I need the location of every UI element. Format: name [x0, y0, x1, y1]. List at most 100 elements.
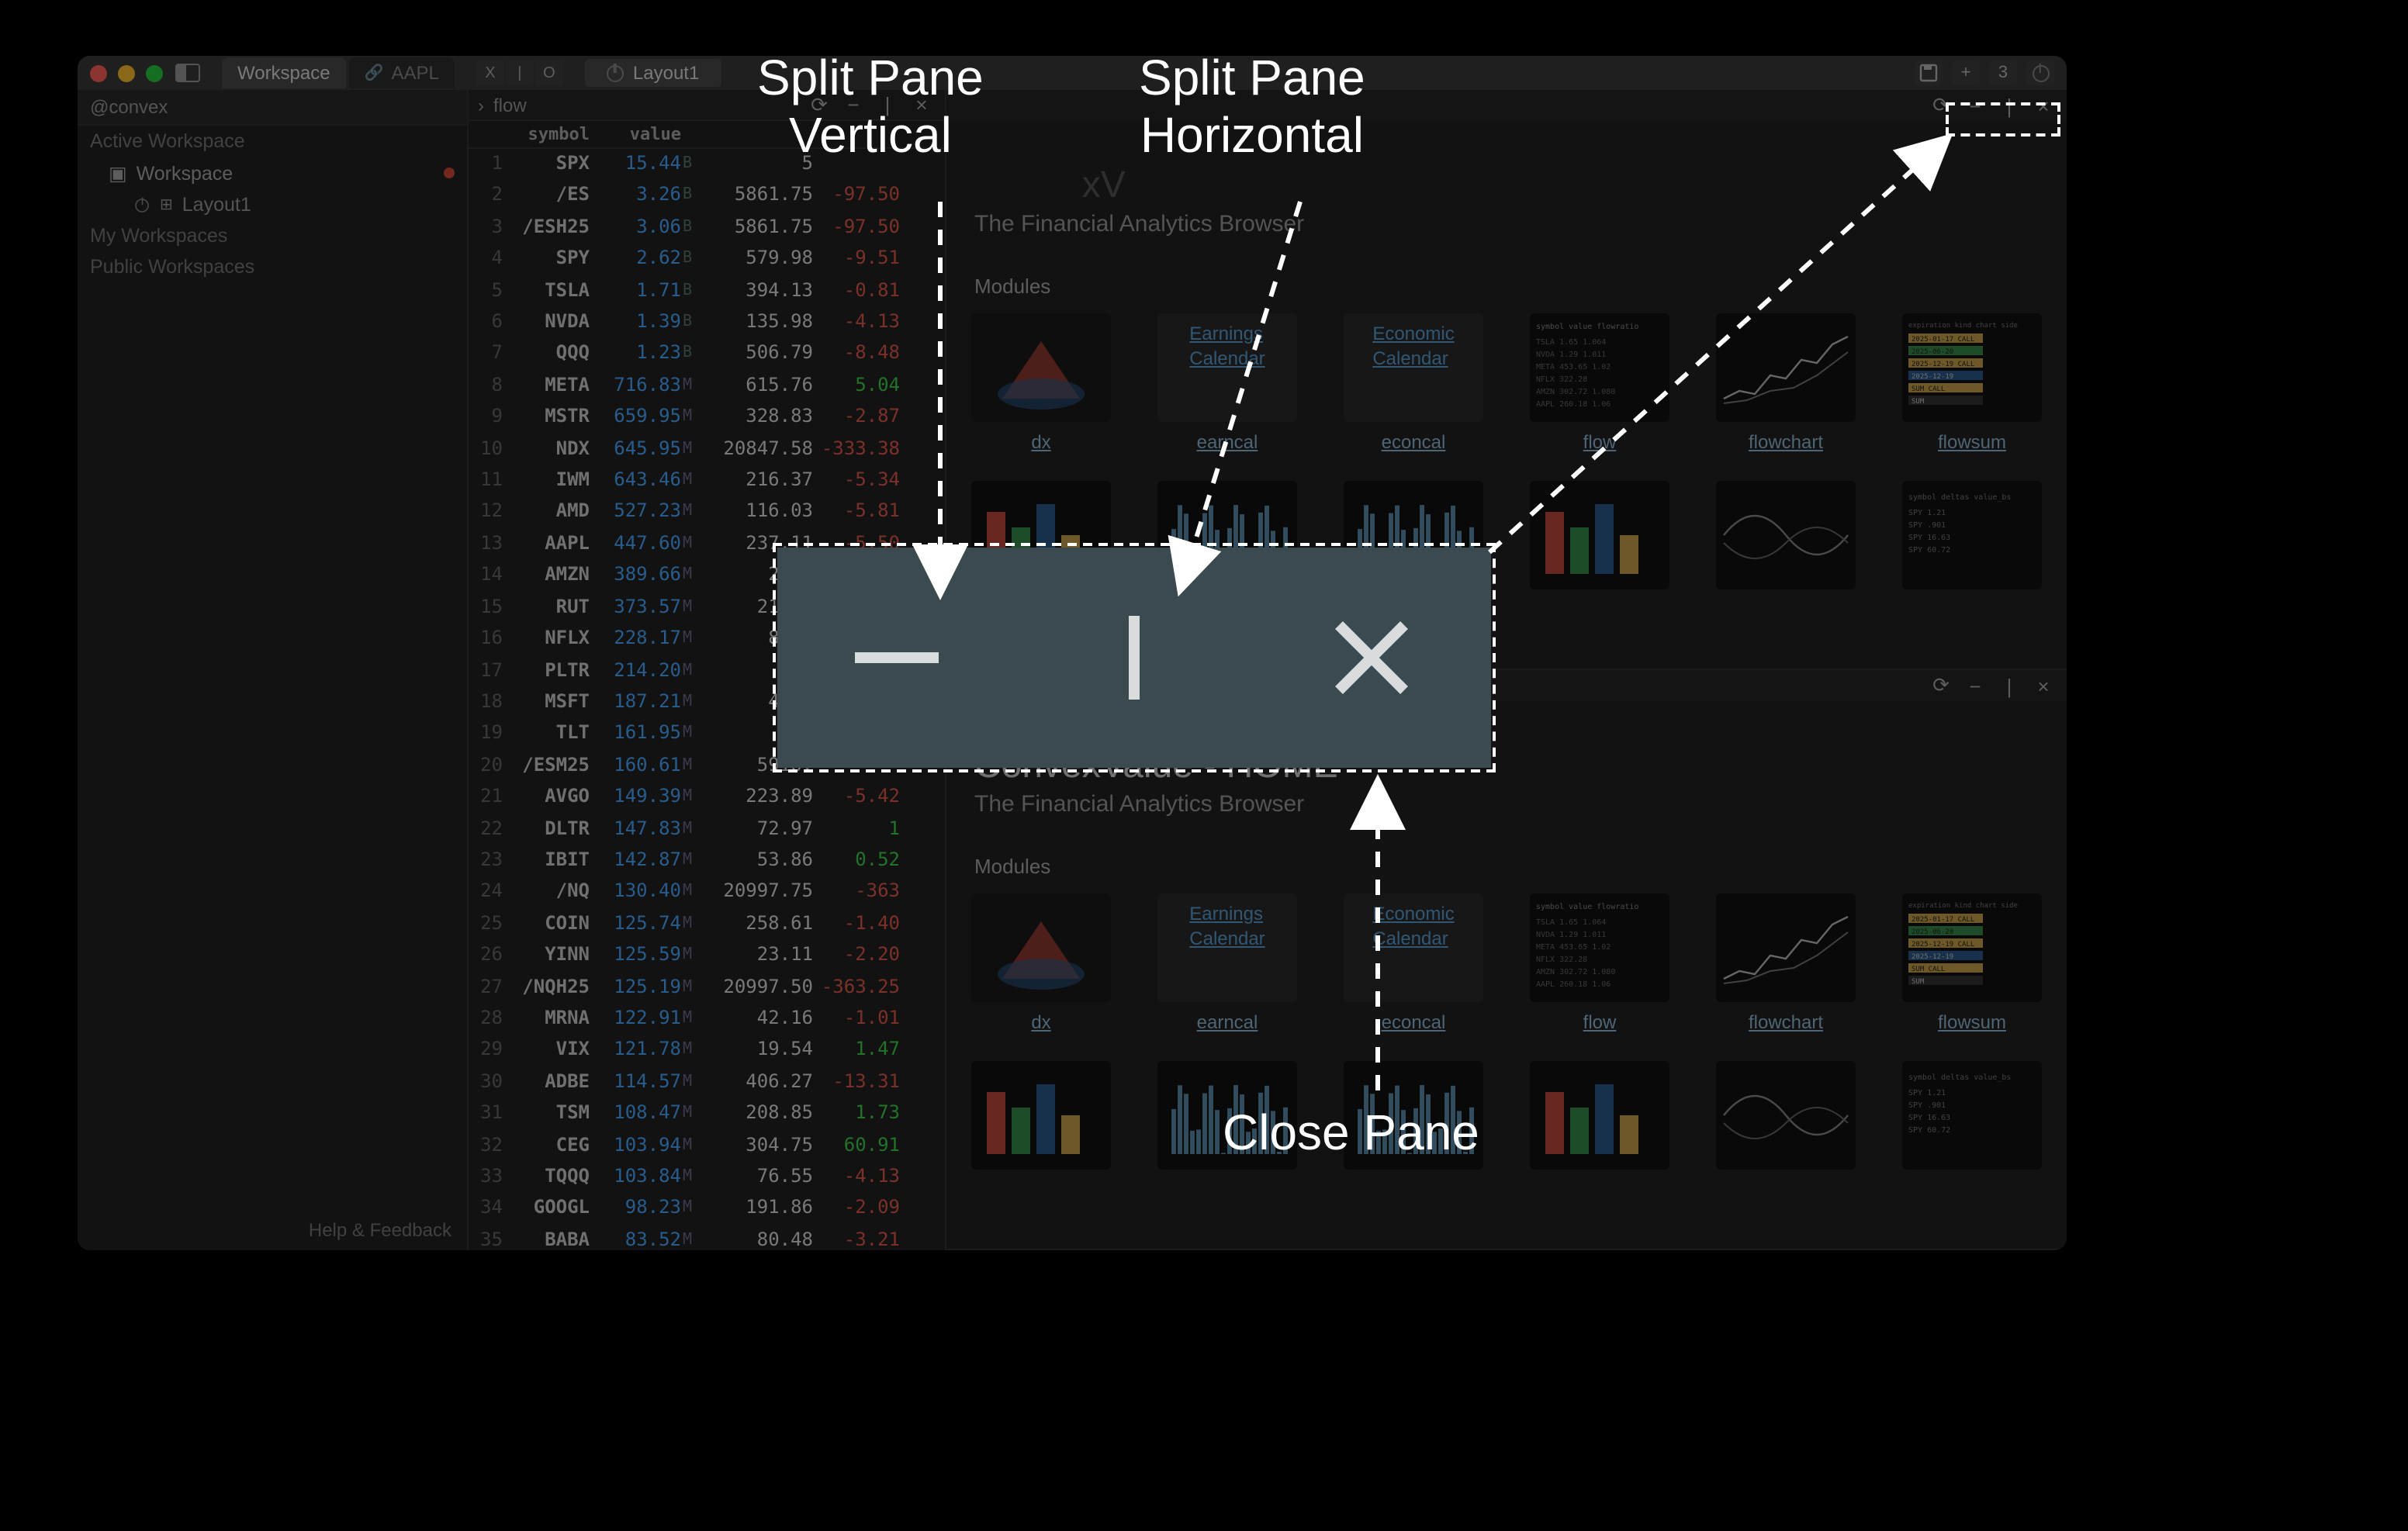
pane-split-horizontal-button[interactable]: −	[1961, 673, 1989, 698]
table-row[interactable]: 31TSM108.47M208.851.73	[469, 1098, 945, 1130]
module-card[interactable]: flowchart	[1719, 893, 1853, 1033]
table-row[interactable]: 11IWM643.46M216.37-5.34	[469, 465, 945, 497]
pane-refresh-icon[interactable]: ⟳	[1927, 93, 1955, 118]
table-row[interactable]: 14AMZN389.66M218.	[469, 561, 945, 593]
layout-tab[interactable]: Layout1	[585, 59, 721, 87]
module-card[interactable]	[1533, 481, 1666, 589]
module-card[interactable]	[1347, 1061, 1480, 1170]
table-row[interactable]: 10NDX645.95M20847.58-333.38	[469, 434, 945, 465]
table-row[interactable]: 1SPX15.44B5	[469, 149, 945, 181]
table-row[interactable]: 17PLTR214.20M67.	[469, 655, 945, 687]
module-label[interactable]: econcal	[1382, 1011, 1446, 1033]
module-card[interactable]	[1719, 1061, 1853, 1170]
table-row[interactable]: 6NVDA1.39B135.98-4.13	[469, 307, 945, 339]
tab-workspace[interactable]: Workspace	[222, 57, 346, 88]
module-card[interactable]: EconomicCalendar econcal	[1347, 893, 1480, 1033]
table-row[interactable]: 9MSTR659.95M328.83-2.87	[469, 403, 945, 434]
module-label[interactable]: dx	[1031, 431, 1050, 453]
table-row[interactable]: 25COIN125.74M258.61-1.40	[469, 909, 945, 941]
pane-split-horizontal-button[interactable]: −	[839, 92, 867, 117]
table-row[interactable]: 4SPY2.62B579.98-9.51	[469, 244, 945, 275]
module-label[interactable]: dx	[1031, 1011, 1050, 1033]
module-card[interactable]: symbol value flowratioTSLA 1.65 1.064NVD…	[1533, 893, 1666, 1033]
table-row[interactable]: 23IBIT142.87M53.860.52	[469, 845, 945, 877]
close-window-button[interactable]	[90, 64, 107, 81]
module-label[interactable]: flow	[1583, 1011, 1617, 1033]
table-row[interactable]: 3/ESH253.06B5861.75-97.50	[469, 213, 945, 244]
table-row[interactable]: 21AVGO149.39M223.89-5.42	[469, 782, 945, 814]
module-label[interactable]: flowchart	[1749, 431, 1823, 453]
table-row[interactable]: 26YINN125.59M23.11-2.20	[469, 940, 945, 972]
table-row[interactable]: 13AAPL447.60M237.11-5.50	[469, 529, 945, 561]
table-row[interactable]: 24/NQ130.40M20997.75-363	[469, 877, 945, 909]
table-row[interactable]: 12AMD527.23M116.03-5.81	[469, 497, 945, 529]
calendar-link[interactable]: EconomicCalendar	[1372, 903, 1454, 951]
sidebar-section-public[interactable]: Public Workspaces	[78, 251, 467, 282]
table-row[interactable]: 35BABA83.52M80.48-3.21	[469, 1225, 945, 1250]
pane-split-vertical-button[interactable]: |	[874, 92, 901, 117]
mini-btn-pipe[interactable]: |	[506, 60, 534, 85]
module-card[interactable]: symbol deltas value_bsSPY 1.21SPY .901SP…	[1905, 481, 2039, 589]
table-row[interactable]: 29VIX121.78M19.541.47	[469, 1035, 945, 1067]
module-card[interactable]: expiration kind chart side2025-01-17 CAL…	[1905, 313, 2039, 453]
module-card[interactable]	[974, 481, 1108, 589]
sidebar-section-mine[interactable]: My Workspaces	[78, 220, 467, 251]
module-card[interactable]: dx	[974, 313, 1108, 453]
table-row[interactable]: 15RUT373.57M2189.	[469, 592, 945, 624]
module-card[interactable]: symbol deltas value_bsSPY 1.21SPY .901SP…	[1905, 1061, 2039, 1170]
pane-split-vertical-button[interactable]: |	[1995, 93, 2023, 118]
table-row[interactable]: 18MSFT187.21M419.	[469, 687, 945, 719]
table-row[interactable]: 28MRNA122.91M42.16-1.01	[469, 1004, 945, 1035]
module-label[interactable]: flowsum	[1938, 431, 2006, 453]
calendar-link[interactable]: EarningsCalendar	[1189, 323, 1265, 371]
power-button[interactable]	[2026, 60, 2054, 85]
table-row[interactable]: 7QQQ1.23B506.79-8.48	[469, 339, 945, 371]
table-row[interactable]: 27/NQH25125.19M20997.50-363.25	[469, 972, 945, 1004]
command-text[interactable]: flow	[493, 94, 527, 116]
module-card[interactable]: EconomicCalendar econcal	[1347, 313, 1480, 453]
table-row[interactable]: 16NFLX228.17M837.	[469, 624, 945, 655]
table-row[interactable]: 8META716.83M615.765.04	[469, 371, 945, 403]
maximize-window-button[interactable]	[146, 64, 163, 81]
save-icon[interactable]	[1915, 60, 1943, 85]
table-row[interactable]: 2/ES3.26B5861.75-97.50	[469, 181, 945, 213]
module-label[interactable]: flowsum	[1938, 1011, 2006, 1033]
sidebar-item-workspace[interactable]: ▣ Workspace	[78, 157, 467, 189]
help-link[interactable]: Help & Feedback	[78, 1210, 467, 1250]
mini-btn-x[interactable]: X	[476, 60, 504, 85]
minimize-window-button[interactable]	[118, 64, 135, 81]
sidebar-toggle-icon[interactable]	[175, 64, 200, 82]
module-card[interactable]	[1719, 481, 1853, 589]
module-card[interactable]: dx	[974, 893, 1108, 1033]
pane-refresh-icon[interactable]: ⟳	[1927, 673, 1955, 698]
calendar-link[interactable]: EarningsCalendar	[1189, 903, 1265, 951]
sidebar-item-layout1[interactable]: ⊞ Layout1	[78, 189, 467, 220]
table-row[interactable]: 32CEG103.94M304.7560.91	[469, 1130, 945, 1162]
pane-close-button[interactable]: ×	[2029, 93, 2057, 118]
table-row[interactable]: 5TSLA1.71B394.13-0.81	[469, 275, 945, 307]
module-label[interactable]: earncal	[1197, 1011, 1258, 1033]
module-label[interactable]: flowchart	[1749, 1011, 1823, 1033]
module-label[interactable]: flow	[1583, 431, 1617, 453]
module-card[interactable]	[1161, 481, 1294, 589]
calendar-link[interactable]: EconomicCalendar	[1372, 323, 1454, 371]
pane-split-vertical-button[interactable]: |	[1995, 673, 2023, 698]
module-card[interactable]: flowchart	[1719, 313, 1853, 453]
module-card[interactable]	[974, 1061, 1108, 1170]
tab-aapl[interactable]: 🔗 AAPL	[349, 57, 455, 88]
table-row[interactable]: 33TQQQ103.84M76.55-4.13	[469, 1162, 945, 1194]
mini-btn-o[interactable]: O	[535, 60, 563, 85]
table-row[interactable]: 30ADBE114.57M406.27-13.31	[469, 1067, 945, 1099]
pane-split-horizontal-button[interactable]: −	[1961, 93, 1989, 118]
table-row[interactable]: 34GOOGL98.23M191.86-2.09	[469, 1194, 945, 1225]
add-button[interactable]: +	[1952, 60, 1980, 85]
table-row[interactable]: 19TLT161.95M85.	[469, 719, 945, 751]
module-card[interactable]: EarningsCalendar earncal	[1161, 313, 1294, 453]
module-label[interactable]: earncal	[1197, 431, 1258, 453]
module-label[interactable]: econcal	[1382, 431, 1446, 453]
pane-close-button[interactable]: ×	[2029, 673, 2057, 698]
module-card[interactable]: symbol value flowratioTSLA 1.65 1.064NVD…	[1533, 313, 1666, 453]
module-card[interactable]	[1161, 1061, 1294, 1170]
table-row[interactable]: 20/ESM25160.61M5916.	[469, 750, 945, 782]
table-row[interactable]: 22DLTR147.83M72.971	[469, 814, 945, 845]
